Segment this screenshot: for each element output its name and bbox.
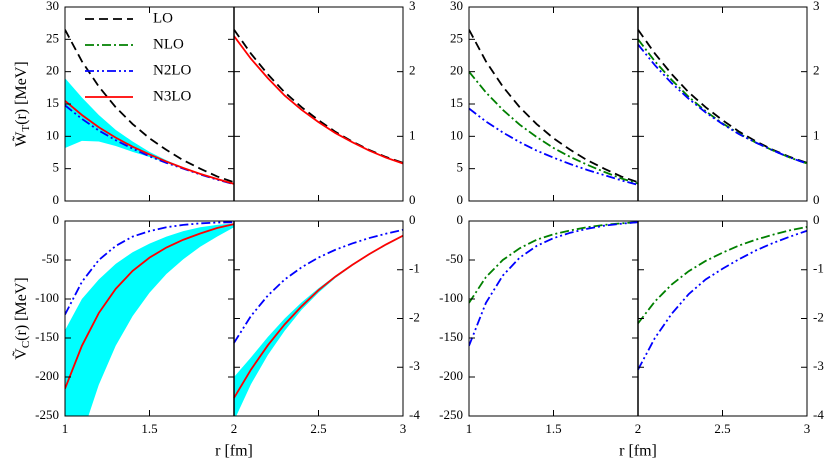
y-axis-label-part: Ṽ	[11, 348, 30, 360]
y-tick-label: 5	[53, 160, 60, 175]
y2-tick-label: -3	[409, 358, 420, 373]
x-tick-label: 3	[804, 421, 811, 436]
y-tick-label: 5	[457, 160, 464, 175]
legend-label: NLO	[153, 36, 184, 52]
y-tick-label: -250	[35, 407, 59, 422]
series-line	[233, 35, 403, 165]
y2-tick-label: 0	[409, 212, 416, 227]
series-line	[637, 38, 807, 165]
y-tick-label: 15	[450, 95, 463, 110]
y2-tick-label: 3	[409, 0, 416, 13]
y-tick-label: 0	[53, 192, 60, 207]
y2-tick-label: 0	[409, 192, 416, 207]
x-tick-label: 1	[62, 421, 69, 436]
series-line	[469, 221, 639, 347]
series-line	[637, 229, 807, 371]
uncertainty-band	[65, 223, 234, 416]
x-tick-label: 2.5	[714, 421, 730, 436]
series-line	[65, 100, 235, 185]
y-tick-label: -50	[42, 251, 59, 266]
series-line	[637, 43, 807, 165]
plot-area	[469, 221, 807, 371]
x-tick-label: 2	[635, 421, 642, 436]
x-tick-label: 2	[231, 421, 238, 436]
plot-area	[65, 29, 403, 186]
y2-tick-label: -4	[813, 407, 824, 422]
y-tick-label: 0	[457, 192, 464, 207]
y2-tick-label: -4	[409, 407, 420, 422]
series-line	[469, 107, 639, 186]
series-line	[233, 234, 403, 399]
y-tick-label: 15	[46, 95, 59, 110]
x-axis-label: r [fm]	[619, 443, 657, 460]
y2-tick-label: -1	[813, 261, 824, 276]
y-axis-label: W̃T(r) [MeV]	[12, 61, 32, 146]
y-tick-label: 20	[450, 63, 463, 78]
legend-label: LO	[153, 10, 173, 26]
series-line	[637, 225, 807, 324]
y-axis-label: ṼC(r) [MeV]	[11, 277, 32, 359]
y-axis-label-part: (r) [MeV]	[13, 61, 30, 125]
y2-tick-label: 2	[813, 63, 820, 78]
y-tick-label: 20	[46, 63, 59, 78]
y-tick-label: 10	[46, 127, 59, 142]
x-tick-label: 3	[400, 421, 407, 436]
y2-tick-label: 1	[813, 127, 820, 142]
y2-tick-label: -2	[409, 309, 420, 324]
plot-area	[65, 221, 403, 416]
y-axis-label-part: (r) [MeV]	[13, 277, 30, 341]
y-tick-label: 30	[46, 0, 59, 13]
y-tick-label: -100	[439, 290, 463, 305]
y-tick-label: -150	[439, 329, 463, 344]
y-tick-label: 25	[450, 30, 463, 45]
y2-tick-label: -1	[409, 261, 420, 276]
y-tick-label: -100	[35, 290, 59, 305]
series-line	[65, 223, 235, 390]
y-axis-label-part: W̃	[12, 131, 30, 147]
y-tick-label: -200	[35, 368, 59, 383]
y2-tick-label: -2	[813, 309, 824, 324]
x-axis-label: r [fm]	[215, 443, 253, 460]
series-line	[469, 221, 639, 304]
legend-label: N3LO	[153, 88, 191, 104]
series-line	[637, 29, 807, 164]
y-tick-label: -50	[446, 251, 463, 266]
y-tick-label: -150	[35, 329, 59, 344]
x-tick-label: 2.5	[310, 421, 326, 436]
plot-area	[469, 29, 807, 186]
y-tick-label: -200	[439, 368, 463, 383]
y-axis-label-part: C	[20, 341, 32, 348]
y-axis-label-part: T	[20, 125, 32, 132]
y-tick-label: -250	[439, 407, 463, 422]
legend-label: N2LO	[153, 62, 191, 78]
y2-tick-label: -3	[813, 358, 824, 373]
series-line	[65, 29, 235, 184]
y-tick-label: 0	[457, 212, 464, 227]
y2-tick-label: 2	[409, 63, 416, 78]
y2-tick-label: 3	[813, 0, 820, 13]
series-line	[233, 228, 403, 344]
series-line	[65, 221, 235, 316]
y-tick-label: 25	[46, 30, 59, 45]
y-tick-label: 10	[450, 127, 463, 142]
series-line	[233, 29, 403, 164]
x-tick-label: 1.5	[141, 421, 157, 436]
y-tick-label: 30	[450, 0, 463, 13]
y-tick-label: 0	[53, 212, 60, 227]
x-tick-label: 1	[466, 421, 473, 436]
series-line	[469, 29, 639, 184]
y2-tick-label: 0	[813, 192, 820, 207]
y2-tick-label: 1	[409, 127, 416, 142]
uncertainty-band	[65, 78, 234, 185]
series-line	[469, 71, 639, 185]
uncertainty-band	[234, 235, 403, 416]
y2-tick-label: 0	[813, 212, 820, 227]
x-tick-label: 1.5	[545, 421, 561, 436]
